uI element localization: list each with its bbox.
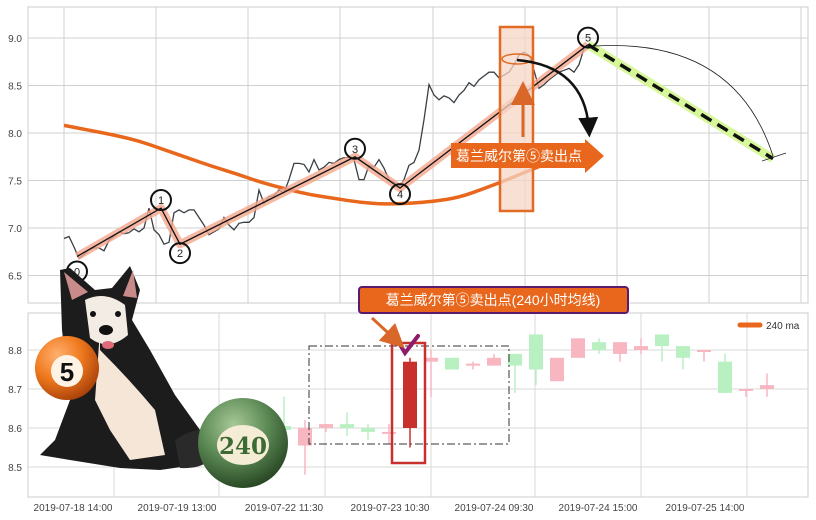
y-tick-label: 8.5 [8, 463, 22, 474]
y-tick-label: 6.5 [8, 272, 22, 283]
ball-5-icon: 5 [35, 336, 99, 400]
wave-point-label: 0 [74, 267, 80, 279]
candle-body [466, 363, 480, 366]
candle [319, 424, 333, 432]
wave-point-3: 3 [344, 137, 366, 160]
candle [487, 353, 501, 366]
projection-dashed-line [587, 43, 774, 161]
x-tick-label: 2019-07-24 15:00 [559, 503, 638, 514]
candle [403, 357, 417, 448]
ball-240-icon: 240 [198, 398, 288, 488]
candle-body [361, 428, 375, 432]
candle-body [634, 346, 648, 350]
candle-body [571, 338, 585, 358]
wave-point-1: 1 [150, 189, 172, 212]
x-tick-label: 2019-07-25 14:00 [666, 503, 745, 514]
wave-point-2: 2 [169, 242, 191, 265]
y-tick-label: 8.0 [8, 129, 22, 140]
candle-body [445, 357, 459, 370]
candle [508, 353, 522, 393]
candle [718, 353, 732, 393]
wave-point-label: 2 [177, 248, 183, 260]
candle [697, 350, 711, 362]
candle [445, 357, 459, 370]
candle [760, 373, 774, 397]
wave-point-5: 5 [577, 26, 599, 49]
wave-point-label: 5 [585, 33, 591, 45]
x-tick-label: 2019-07-24 09:30 [455, 503, 534, 514]
y-tick-label: 8.7 [8, 385, 22, 396]
ball-5-label: 5 [60, 357, 74, 387]
x-tick-label: 2019-07-22 11:30 [245, 503, 324, 514]
candle-body [508, 353, 522, 366]
ball-240-label: 240 [219, 433, 267, 460]
sell-point-label-text: 葛兰威尔第⑤卖出点 [456, 148, 582, 164]
candle [676, 346, 690, 370]
candle [613, 342, 627, 362]
candle [382, 424, 396, 444]
candle-body [319, 424, 333, 428]
candle [655, 334, 669, 362]
y-tick-label: 7.0 [8, 224, 22, 235]
candle-body [760, 385, 774, 389]
y-tick-label: 8.5 [8, 82, 22, 93]
candle-body [382, 431, 396, 434]
projection-arc [594, 45, 774, 157]
candle [739, 389, 753, 397]
ma-label-text: 葛兰威尔第⑤卖出点(240小时均线) [386, 292, 601, 308]
candle-body [340, 424, 354, 428]
candle-body [550, 357, 564, 382]
candle-body [529, 334, 543, 370]
y-tick-label: 7.5 [8, 177, 22, 188]
x-tick-label: 2019-07-19 13:00 [138, 503, 217, 514]
candle [550, 357, 564, 382]
wave-point-label: 4 [397, 189, 403, 201]
candle-body [697, 350, 711, 352]
y-tick-label: 8.8 [8, 346, 22, 357]
wave-point-label: 1 [158, 195, 164, 207]
legend[interactable]: 240 ma [737, 321, 800, 332]
price-plot-area [27, 6, 809, 304]
y-tick-label: 8.6 [8, 424, 22, 435]
candle-body [718, 361, 732, 393]
price-chart: 9.0 8.5 8.0 7.5 7.0 6.5 0 1 2 3 4 5 葛兰威尔第⑤卖出点 [8, 6, 809, 304]
candle-body [613, 342, 627, 354]
sell-candle-highlight [390, 341, 427, 465]
wave-point-label: 3 [352, 144, 358, 156]
candle [340, 412, 354, 436]
sell-point-label: 葛兰威尔第⑤卖出点 [451, 139, 604, 173]
ma-label: 葛兰威尔第⑤卖出点(240小时均线) [358, 286, 629, 314]
candle [592, 338, 606, 354]
candle [571, 338, 585, 358]
sell-point-ellipse [501, 53, 533, 65]
x-tick-label: 2019-07-23 10:30 [351, 503, 430, 514]
curved-arrow-icon [516, 58, 599, 138]
ma-240-line [63, 123, 558, 206]
candle-body [487, 357, 501, 366]
pointer-arrow-icon [370, 316, 405, 349]
candle-body [424, 357, 438, 362]
candle-body [676, 346, 690, 358]
candle-body [592, 342, 606, 350]
candle [424, 350, 438, 397]
sell-zone-highlight [498, 25, 535, 213]
candle-body [655, 334, 669, 347]
candle-y-axis: 8.8 8.7 8.6 8.5 [8, 346, 22, 474]
projection-end-bracket [761, 152, 787, 162]
wave-line [76, 44, 589, 258]
candle-body [739, 389, 753, 391]
candle [361, 424, 375, 440]
y-tick-label: 9.0 [8, 34, 22, 45]
candle-x-axis: 2019-07-18 14:00 2019-07-19 13:00 2019-07-… [34, 503, 745, 514]
candle-body [298, 428, 312, 446]
wave-point-4: 4 [389, 183, 411, 206]
price-y-axis: 9.0 8.5 8.0 7.5 7.0 6.5 [8, 34, 22, 283]
candle-body [403, 361, 417, 428]
candle [529, 334, 543, 386]
candle [634, 338, 648, 354]
legend-label: 240 ma [766, 321, 800, 332]
candle [466, 361, 480, 370]
x-tick-label: 2019-07-18 14:00 [34, 503, 113, 514]
